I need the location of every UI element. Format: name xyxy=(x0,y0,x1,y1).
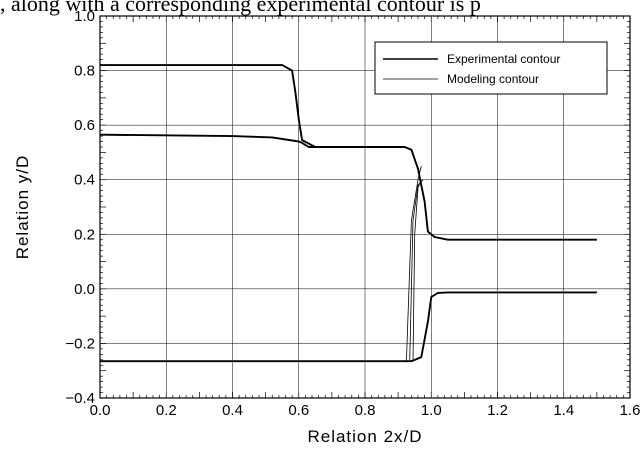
legend-label-modeling: Modeling contour xyxy=(447,72,539,86)
x-tick-label: 0.8 xyxy=(355,402,376,419)
x-tick-label: 1.4 xyxy=(553,402,574,419)
y-tick-label: 0.0 xyxy=(74,281,95,298)
x-tick-label: 0.0 xyxy=(90,402,111,419)
y-tick-label: 1.0 xyxy=(74,8,95,25)
x-tick-label: 0.6 xyxy=(288,402,309,419)
legend-label-experimental: Experimental contour xyxy=(447,52,560,66)
experimental-contour-line xyxy=(99,133,316,148)
plot-frame xyxy=(99,15,631,399)
x-tick-label: 1.2 xyxy=(487,402,508,419)
series-layer xyxy=(99,64,597,363)
y-tick-label: 0.4 xyxy=(74,172,95,189)
modeling-contour-line xyxy=(406,166,422,362)
x-tick-label: 1.0 xyxy=(421,402,442,419)
x-tick-label: 0.4 xyxy=(222,402,243,419)
y-tick-label: −0.4 xyxy=(65,390,95,407)
tick-labels: 0.0 0.2 0.4 0.6 0.8 1.0 1.2 1.4 1.6 −0.4 −0.2 0.0 0.… xyxy=(65,8,640,419)
legend-box xyxy=(374,41,608,95)
y-tick-label: 0.6 xyxy=(74,117,95,134)
grid xyxy=(100,16,630,398)
y-tick-label: 0.8 xyxy=(74,63,95,80)
x-tick-label: 0.2 xyxy=(156,402,177,419)
y-tick-label: −0.2 xyxy=(65,335,95,352)
cropped-caption-text: , along with a corresponding experimenta… xyxy=(0,0,481,16)
y-axis-title: Relation y/D xyxy=(13,155,32,260)
y-tick-label: 0.2 xyxy=(74,226,95,243)
experimental-contour-line xyxy=(100,64,597,241)
modeling-contour-line xyxy=(412,179,422,362)
legend: Experimental contour Modeling contour xyxy=(374,41,608,95)
x-axis-title: Relation 2x/D xyxy=(307,427,422,446)
experimental-contour-line xyxy=(100,291,597,363)
x-tick-label: 1.6 xyxy=(620,402,641,419)
